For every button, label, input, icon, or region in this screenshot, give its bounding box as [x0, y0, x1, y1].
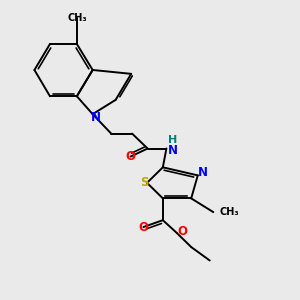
Text: O: O: [177, 225, 187, 238]
Text: H: H: [168, 135, 178, 145]
Text: CH₃: CH₃: [219, 206, 239, 217]
Text: N: N: [198, 167, 208, 179]
Text: O: O: [126, 150, 136, 163]
Text: N: N: [168, 143, 178, 157]
Text: S: S: [140, 176, 149, 189]
Text: N: N: [91, 111, 101, 124]
Text: CH₃: CH₃: [67, 13, 87, 23]
Text: O: O: [138, 220, 148, 233]
